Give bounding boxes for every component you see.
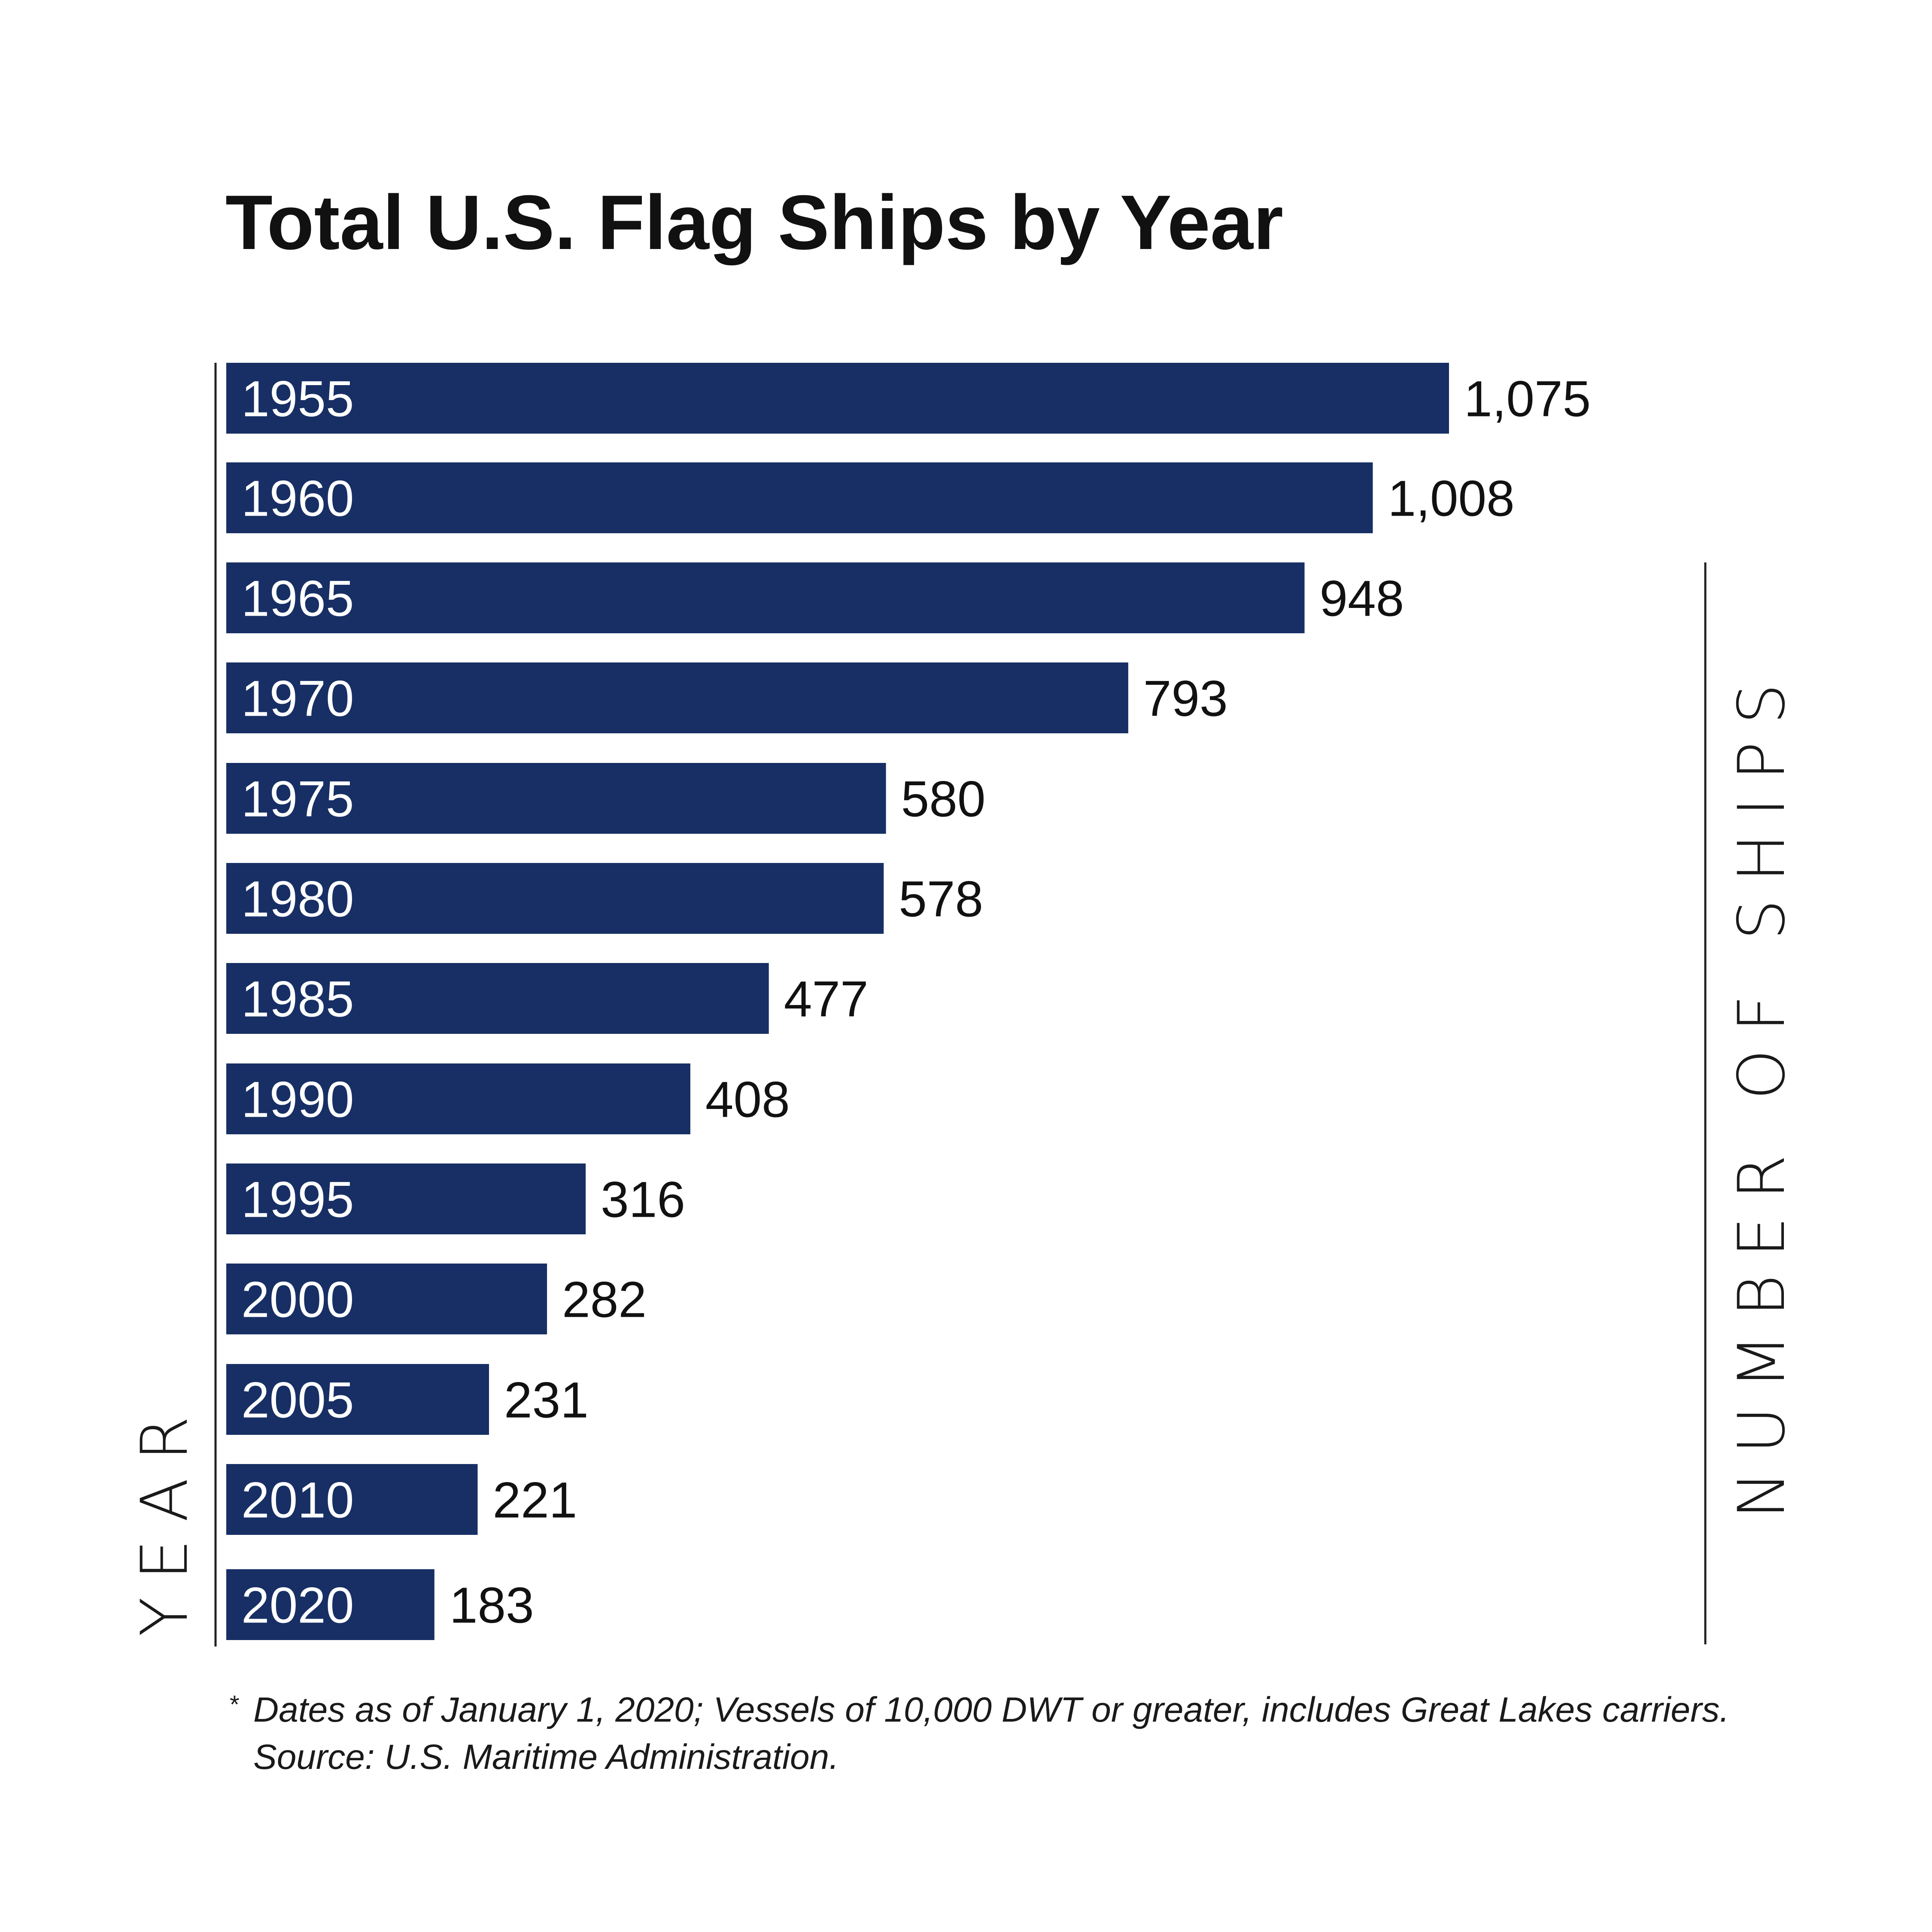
bar-2020	[226, 1569, 434, 1640]
bar-value-label: 580	[901, 771, 986, 828]
bar-value-label: 1,075	[1464, 371, 1591, 428]
y-axis-label: YEAR	[128, 1399, 202, 1636]
bar-value-label: 1,008	[1388, 471, 1514, 527]
bar-1960	[226, 462, 1373, 533]
bar-value-label: 948	[1320, 571, 1404, 627]
bar-value-label: 183	[450, 1577, 534, 1634]
bar-1990	[226, 1063, 690, 1134]
bar-1975	[226, 763, 886, 834]
bar-value-label: 316	[601, 1172, 685, 1228]
bar-2005	[226, 1364, 489, 1435]
bar-value-label: 408	[705, 1072, 790, 1128]
bar-category-label: 1960	[241, 471, 354, 527]
footnote-marker: *	[230, 1691, 240, 1719]
bar-category-label: 2020	[241, 1577, 354, 1634]
chart-title: Total U.S. Flag Ships by Year	[225, 179, 1283, 266]
bar-1995	[226, 1163, 586, 1234]
bar-value-label: 578	[899, 871, 983, 928]
bar-category-label: 1985	[241, 971, 354, 1028]
bar-category-label: 2005	[241, 1372, 354, 1429]
bar-category-label: 1965	[241, 571, 354, 627]
bar-category-label: 1995	[241, 1172, 354, 1228]
footnote-line-2: Source: U.S. Maritime Administration.	[253, 1738, 839, 1777]
bar-value-label: 282	[562, 1272, 647, 1328]
bar-1965	[226, 562, 1305, 633]
bar-2000	[226, 1264, 547, 1334]
bar-value-label: 477	[784, 971, 869, 1028]
bar-category-label: 1975	[241, 771, 354, 828]
footnote-line-1: Dates as of January 1, 2020; Vessels of …	[253, 1690, 1729, 1729]
bar-category-label: 1980	[241, 871, 354, 928]
x-axis-label: NUMBER OF SHIPS	[1725, 666, 1799, 1519]
bar-category-label: 2000	[241, 1272, 354, 1328]
bar-value-label: 221	[492, 1472, 577, 1529]
bars-group: 1955 1,075 1960 1,008 1965 948 1970 793 1975 580 1…	[226, 363, 1591, 1640]
bar-1985	[226, 963, 769, 1034]
bar-category-label: 1990	[241, 1072, 354, 1128]
bar-value-label: 793	[1143, 671, 1228, 727]
bar-1970	[226, 662, 1128, 733]
bar-category-label: 1970	[241, 671, 354, 727]
bar-category-label: 1955	[241, 371, 354, 428]
bar-value-label: 231	[504, 1372, 589, 1429]
bar-category-label: 2010	[241, 1472, 354, 1529]
bar-1955	[226, 363, 1449, 434]
bar-2010	[226, 1464, 478, 1535]
bar-1980	[226, 863, 884, 934]
